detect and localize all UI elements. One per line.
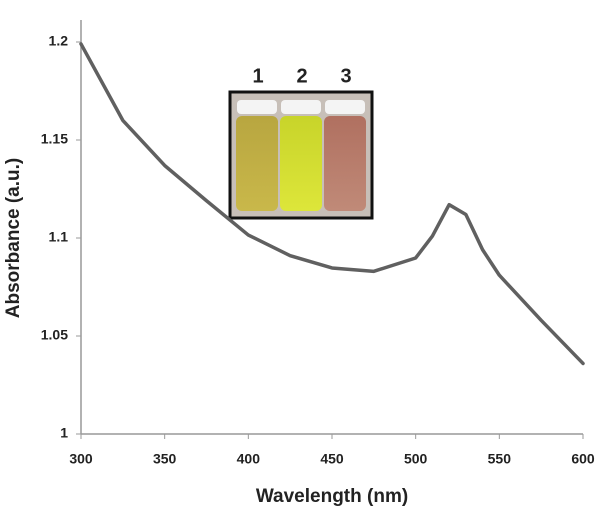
x-axis-title: Wavelength (nm) [256, 486, 408, 507]
y-tick-label: 1 [60, 425, 68, 441]
y-tick-label: 1.1 [49, 229, 69, 245]
inset-label: 2 [296, 65, 307, 87]
y-tick-label: 1.05 [41, 327, 68, 343]
vial-cap [237, 100, 277, 114]
vial [280, 116, 322, 211]
inset-photo [228, 90, 374, 220]
vial-cap [281, 100, 321, 114]
x-tick-label: 500 [404, 451, 428, 467]
data-line [79, 42, 585, 366]
x-tick-label: 300 [69, 451, 93, 467]
x-tick-label: 450 [320, 451, 344, 467]
x-tick-label: 400 [237, 451, 261, 467]
vial [324, 116, 366, 211]
y-tick-label: 1.15 [41, 131, 68, 147]
inset-label: 3 [340, 65, 351, 87]
inset-label: 1 [252, 65, 263, 87]
vial [236, 116, 278, 211]
y-axis-title: Absorbance (a.u.) [3, 158, 24, 318]
y-tick-label: 1.2 [49, 33, 69, 49]
x-tick-label: 350 [153, 451, 177, 467]
vial-cap [325, 100, 365, 114]
x-tick-label: 550 [488, 451, 512, 467]
x-tick-label: 600 [571, 451, 595, 467]
